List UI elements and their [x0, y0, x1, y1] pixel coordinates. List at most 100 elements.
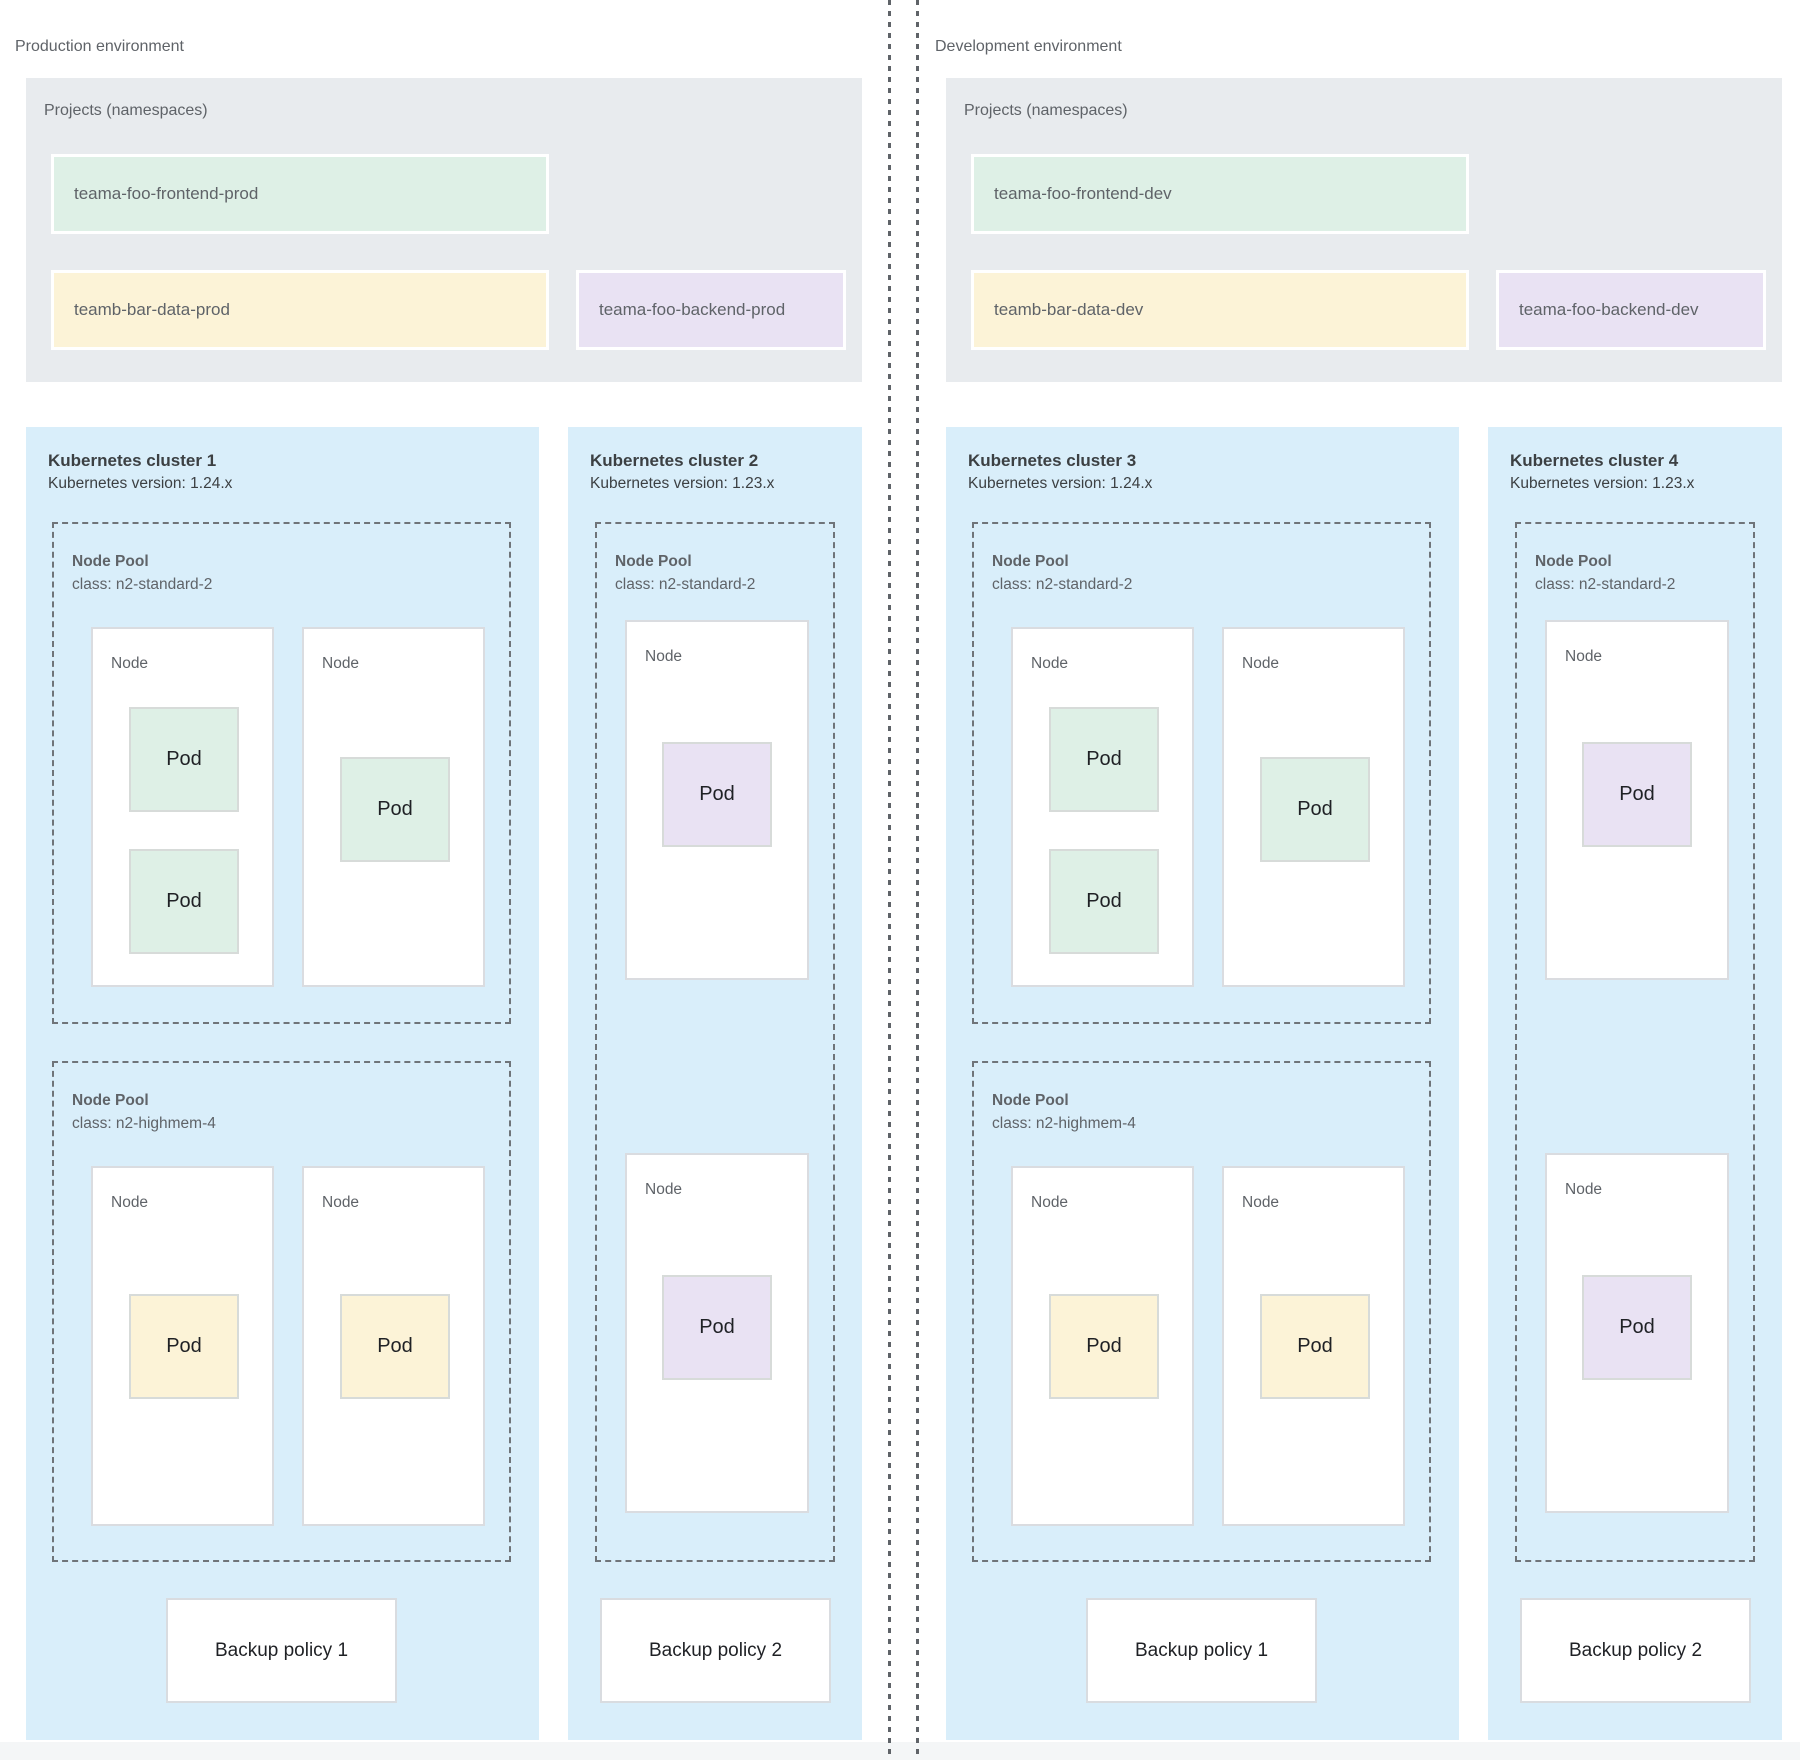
node-label: Node [1031, 655, 1069, 672]
cluster-name: Kubernetes cluster 1 [48, 451, 217, 470]
pod-label: Pod [1297, 1335, 1333, 1357]
node-label: Node [1031, 1194, 1069, 1211]
environment-separator-line [888, 0, 891, 1760]
backup-policy-box: Backup policy 1 [166, 1598, 397, 1703]
pod: Pod [662, 1275, 772, 1380]
pod: Pod [1049, 707, 1159, 812]
pod: Pod [1049, 849, 1159, 954]
pod: Pod [340, 757, 450, 862]
pod: Pod [1049, 1294, 1159, 1399]
pod: Pod [1260, 757, 1370, 862]
node-pool-class: class: n2-standard-2 [615, 576, 756, 593]
environment-title: Development environment [935, 38, 1122, 55]
namespace-box: teama-foo-frontend-prod [51, 154, 549, 234]
node-pool-name: Node Pool [992, 1092, 1069, 1109]
node-pool-label: Node Pool class: n2-standard-2 [1535, 550, 1675, 596]
pod-label: Pod [166, 748, 202, 770]
pod-label: Pod [1297, 798, 1333, 820]
environment-separator-line [916, 0, 919, 1760]
projects-label: Projects (namespaces) [964, 102, 1128, 119]
cluster-version: Kubernetes version: 1.23.x [590, 475, 775, 492]
pod-label: Pod [699, 783, 735, 805]
projects-namespaces-panel: Projects (namespaces) teama-foo-frontend… [946, 78, 1782, 382]
pod: Pod [1582, 1275, 1692, 1380]
node-pool-label: Node Pool class: n2-standard-2 [72, 550, 212, 596]
node: Node Pod [302, 627, 485, 987]
cluster-title: Kubernetes cluster 4 Kubernetes version:… [1510, 449, 1694, 495]
pod-label: Pod [1086, 748, 1122, 770]
node-pool-standard: Node Pool class: n2-standard-2 Node Pod … [52, 522, 511, 1024]
pod-label: Pod [166, 890, 202, 912]
node-pool-label: Node Pool class: n2-standard-2 [992, 550, 1132, 596]
pod: Pod [129, 1294, 239, 1399]
node-label: Node [111, 1194, 149, 1211]
node: Node Pod [91, 1166, 274, 1526]
node: Node Pod [625, 1153, 809, 1513]
bottom-strip [0, 1742, 1800, 1760]
node: Node Pod Pod [1011, 627, 1194, 987]
node: Node Pod [625, 620, 809, 980]
node: Node Pod [1222, 627, 1405, 987]
node-pool-class: class: n2-standard-2 [72, 576, 213, 593]
node-pool-name: Node Pool [1535, 553, 1612, 570]
node-pool-class: class: n2-standard-2 [1535, 576, 1676, 593]
namespace-box: teamb-bar-data-prod [51, 270, 549, 350]
node-label: Node [111, 655, 149, 672]
environment-title: Production environment [15, 38, 184, 55]
node-pool-standard: Node Pool class: n2-standard-2 Node Pod … [972, 522, 1431, 1024]
pod: Pod [129, 707, 239, 812]
node-pool-name: Node Pool [72, 553, 149, 570]
node-pool-class: class: n2-standard-2 [992, 576, 1133, 593]
node-label: Node [645, 1181, 683, 1198]
namespace-name: teama-foo-backend-prod [599, 300, 786, 319]
backup-policy-box: Backup policy 2 [1520, 1598, 1751, 1703]
pod-label: Pod [1619, 783, 1655, 805]
projects-label: Projects (namespaces) [44, 102, 208, 119]
namespace-name: teamb-bar-data-prod [74, 300, 230, 319]
cluster-title: Kubernetes cluster 1 Kubernetes version:… [48, 449, 232, 495]
node-label: Node [322, 655, 360, 672]
namespace-name: teama-foo-frontend-prod [74, 184, 259, 203]
cluster-title: Kubernetes cluster 2 Kubernetes version:… [590, 449, 774, 495]
cluster-version: Kubernetes version: 1.24.x [968, 475, 1153, 492]
projects-namespaces-panel: Projects (namespaces) teama-foo-frontend… [26, 78, 862, 382]
node-pool-label: Node Pool class: n2-standard-2 [615, 550, 755, 596]
kubernetes-cluster-2: Kubernetes cluster 2 Kubernetes version:… [568, 427, 862, 1740]
pod-label: Pod [377, 798, 413, 820]
node-label: Node [322, 1194, 360, 1211]
namespace-box: teama-foo-frontend-dev [971, 154, 1469, 234]
node: Node Pod [1545, 620, 1729, 980]
backup-policy-box: Backup policy 2 [600, 1598, 831, 1703]
cluster-version: Kubernetes version: 1.23.x [1510, 475, 1695, 492]
node-label: Node [1242, 1194, 1280, 1211]
node: Node Pod [1545, 1153, 1729, 1513]
pod: Pod [662, 742, 772, 847]
node-pool-name: Node Pool [992, 553, 1069, 570]
pod-label: Pod [699, 1316, 735, 1338]
pod-label: Pod [377, 1335, 413, 1357]
namespace-name: teama-foo-backend-dev [1519, 300, 1699, 319]
development-environment: Development environment Projects (namesp… [920, 0, 1800, 1760]
cluster-name: Kubernetes cluster 3 [968, 451, 1137, 470]
node: Node Pod [1222, 1166, 1405, 1526]
pod: Pod [340, 1294, 450, 1399]
namespace-name: teama-foo-frontend-dev [994, 184, 1172, 203]
pod-label: Pod [1619, 1316, 1655, 1338]
node-pool-highmem: Node Pool class: n2-highmem-4 Node Pod N… [972, 1061, 1431, 1562]
pod: Pod [1582, 742, 1692, 847]
kubernetes-cluster-1: Kubernetes cluster 1 Kubernetes version:… [26, 427, 539, 1740]
pod: Pod [1260, 1294, 1370, 1399]
node: Node Pod [302, 1166, 485, 1526]
node-label: Node [1242, 655, 1280, 672]
kubernetes-cluster-4: Kubernetes cluster 4 Kubernetes version:… [1488, 427, 1782, 1740]
namespace-box: teama-foo-backend-prod [576, 270, 846, 350]
pod-label: Pod [166, 1335, 202, 1357]
node-label: Node [1565, 648, 1603, 665]
node-pool-standard: Node Pool class: n2-standard-2 Node Pod … [595, 522, 835, 1562]
namespace-name: teamb-bar-data-dev [994, 300, 1144, 319]
kubernetes-cluster-3: Kubernetes cluster 3 Kubernetes version:… [946, 427, 1459, 1740]
cluster-title: Kubernetes cluster 3 Kubernetes version:… [968, 449, 1152, 495]
node-pool-standard: Node Pool class: n2-standard-2 Node Pod … [1515, 522, 1755, 1562]
namespace-box: teama-foo-backend-dev [1496, 270, 1766, 350]
backup-policy-box: Backup policy 1 [1086, 1598, 1317, 1703]
